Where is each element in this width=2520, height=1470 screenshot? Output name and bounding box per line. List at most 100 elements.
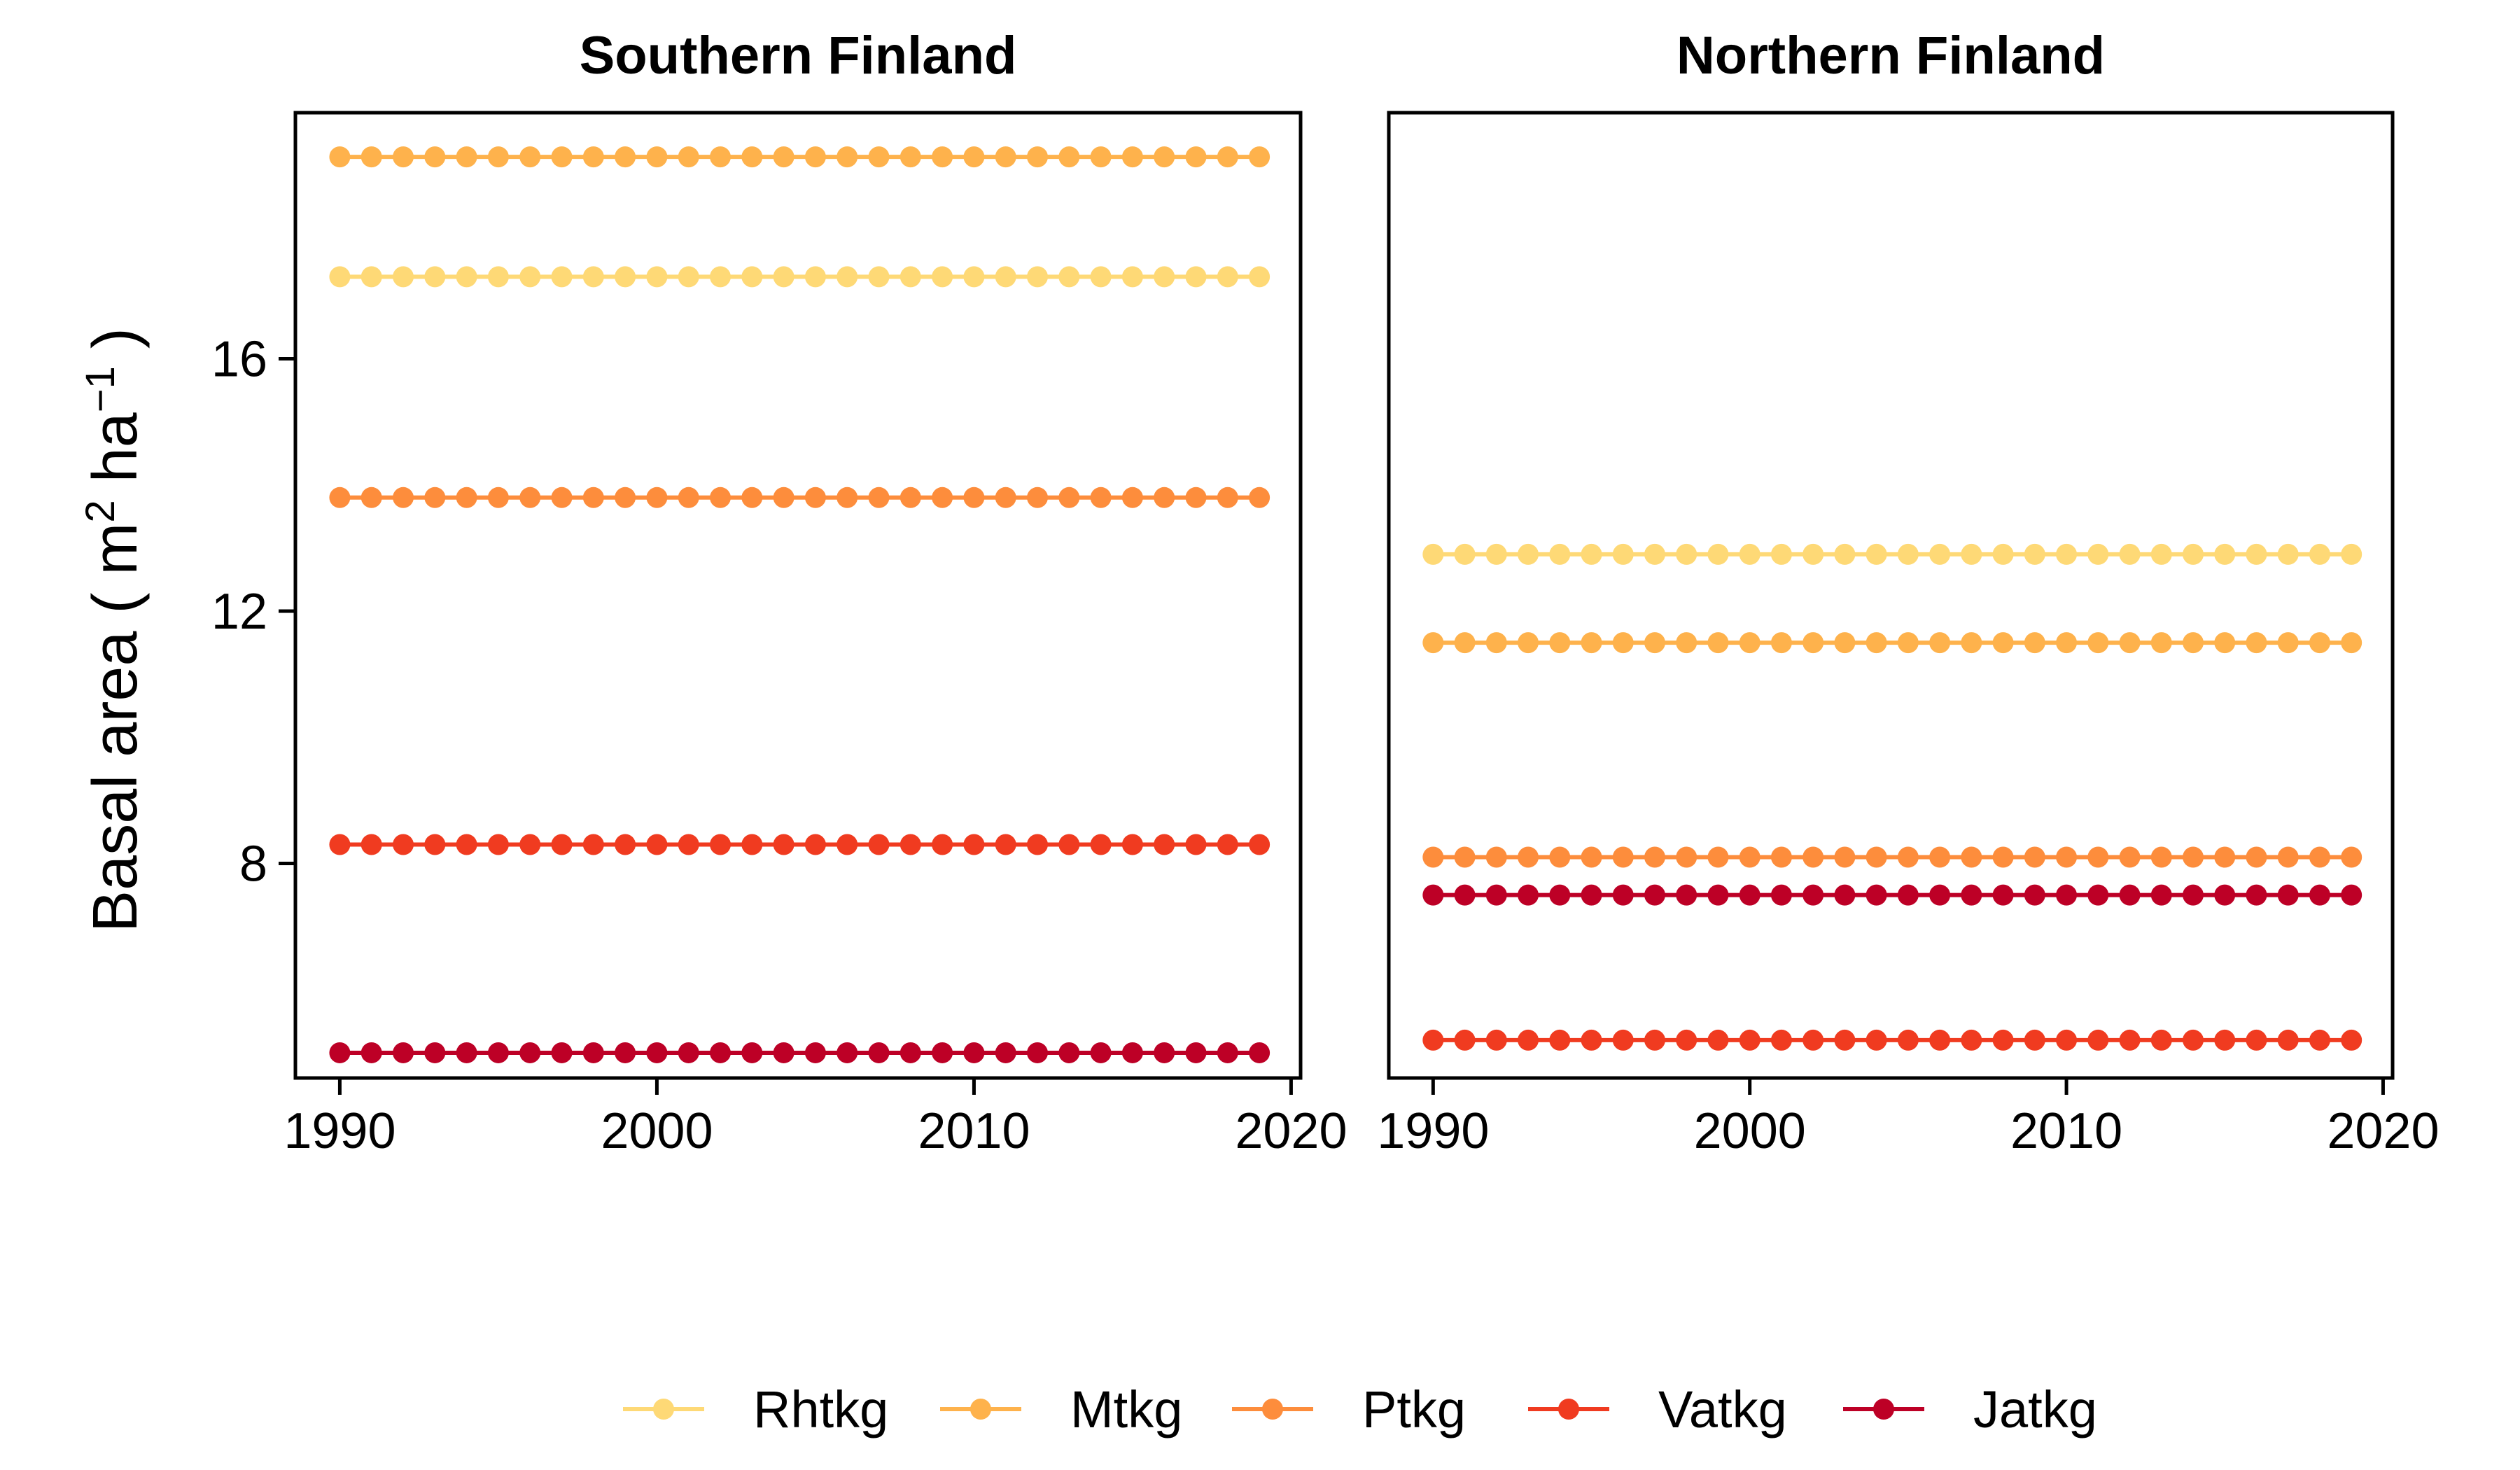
data-point — [1090, 1042, 1112, 1063]
legend-label: Mtkg — [1070, 1380, 1182, 1438]
data-point — [615, 834, 636, 855]
data-point — [1707, 884, 1729, 906]
data-point — [487, 486, 509, 508]
data-point — [551, 146, 573, 168]
data-point — [2214, 1029, 2236, 1051]
data-point — [393, 146, 414, 168]
data-point — [1121, 266, 1143, 288]
data-point — [1612, 884, 1634, 906]
y-axis-title-base: Basal area ( m — [80, 523, 150, 932]
y-axis-title-end: ) — [80, 328, 150, 366]
data-point — [1027, 146, 1049, 168]
y-axis-title: Basal area ( m2 ha−1 ) — [78, 328, 151, 932]
data-point — [360, 266, 382, 288]
legend-label: Jatkg — [1973, 1380, 2097, 1438]
data-point — [1770, 884, 1792, 906]
data-point — [963, 266, 985, 288]
data-point — [932, 486, 953, 508]
data-point — [1992, 884, 2014, 906]
data-point — [519, 486, 541, 508]
data-point — [1992, 632, 2014, 654]
data-point — [1058, 1042, 1080, 1063]
data-point — [1834, 846, 1856, 868]
series-jatkg — [1422, 884, 2362, 906]
data-point — [1485, 1029, 1507, 1051]
data-point — [2309, 846, 2330, 868]
data-point — [804, 486, 826, 508]
data-point — [2246, 846, 2267, 868]
data-point — [487, 146, 509, 168]
data-point — [1834, 1029, 1856, 1051]
data-point — [1707, 632, 1729, 654]
data-point — [2024, 884, 2045, 906]
data-point — [646, 266, 668, 288]
data-point — [899, 486, 921, 508]
data-point — [1865, 543, 1887, 565]
legend-label: Ptkg — [1362, 1380, 1466, 1438]
y-axis-title-sup1: 2 — [78, 500, 123, 522]
y-tick-label: 16 — [211, 332, 267, 388]
data-point — [456, 146, 477, 168]
data-point — [1154, 1042, 1175, 1063]
data-point — [360, 486, 382, 508]
data-point — [1058, 266, 1080, 288]
data-point — [1217, 146, 1238, 168]
data-point — [2309, 632, 2330, 654]
data-point — [1865, 1029, 1887, 1051]
data-point — [2309, 1029, 2330, 1051]
data-point — [1897, 1029, 1919, 1051]
data-point — [1454, 846, 1476, 868]
data-point — [1612, 632, 1634, 654]
x-tick-label: 2020 — [1235, 1103, 1347, 1159]
data-point — [1422, 846, 1444, 868]
data-point — [2056, 884, 2078, 906]
data-point — [1961, 884, 1982, 906]
data-point — [1992, 543, 2014, 565]
data-point — [1090, 486, 1112, 508]
data-point — [995, 1042, 1016, 1063]
series-mtkg — [329, 146, 1270, 168]
data-point — [2309, 884, 2330, 906]
data-point — [1422, 884, 1444, 906]
data-point — [899, 146, 921, 168]
data-point — [1739, 1029, 1760, 1051]
data-point — [1217, 1042, 1238, 1063]
data-point — [456, 486, 477, 508]
data-point — [1961, 543, 1982, 565]
data-point — [1644, 543, 1665, 565]
data-point — [424, 266, 446, 288]
data-point — [1770, 1029, 1792, 1051]
data-point — [773, 266, 794, 288]
x-tick-label: 2020 — [2327, 1103, 2439, 1159]
data-point — [1834, 884, 1856, 906]
data-point — [710, 486, 732, 508]
data-point — [995, 266, 1016, 288]
data-point — [710, 1042, 732, 1063]
data-point — [2277, 632, 2299, 654]
data-point — [2246, 632, 2267, 654]
data-point — [1121, 146, 1143, 168]
data-point — [487, 834, 509, 855]
data-point — [1422, 543, 1444, 565]
legend-key-point — [970, 1399, 991, 1420]
data-point — [932, 1042, 953, 1063]
data-point — [551, 834, 573, 855]
data-point — [1185, 266, 1207, 288]
data-point — [963, 146, 985, 168]
data-point — [329, 486, 351, 508]
data-point — [1185, 834, 1207, 855]
data-point — [2341, 1029, 2362, 1051]
panel-southern: Southern Finland 1990 2000 2010 2020 8 12 16 — [211, 26, 1348, 1159]
series-ptkg — [1422, 846, 2362, 868]
data-point — [2087, 884, 2109, 906]
data-point — [329, 1042, 351, 1063]
legend-key-point — [1558, 1399, 1579, 1420]
data-point — [710, 146, 732, 168]
data-point — [2024, 632, 2045, 654]
data-point — [804, 834, 826, 855]
data-point — [615, 486, 636, 508]
data-point — [1454, 1029, 1476, 1051]
data-point — [1676, 632, 1698, 654]
legend-key-point — [1262, 1399, 1283, 1420]
data-point — [1217, 266, 1238, 288]
